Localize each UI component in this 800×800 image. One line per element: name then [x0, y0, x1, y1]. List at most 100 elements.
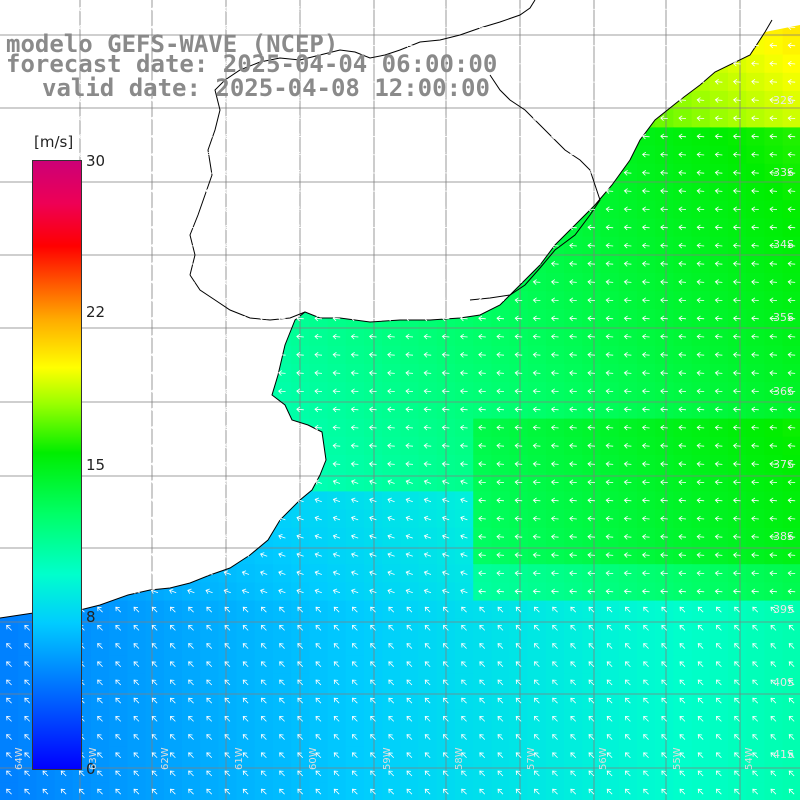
- wind-arrow: [132, 461, 141, 467]
- wind-arrow: [441, 79, 450, 85]
- wind-arrow: [732, 224, 741, 231]
- wind-arrow: [661, 643, 668, 649]
- wind-arrow: [732, 115, 741, 122]
- wind-arrow: [150, 6, 159, 12]
- wind-arrow: [95, 170, 104, 176]
- wind-arrow: [151, 697, 158, 704]
- wind-arrow: [296, 352, 304, 358]
- wind-arrow: [678, 370, 687, 376]
- wind-arrow: [678, 297, 687, 304]
- wind-arrow: [314, 261, 323, 267]
- wind-arrow: [787, 315, 796, 322]
- wind-arrow: [641, 115, 650, 122]
- wind-arrow: [351, 552, 359, 558]
- uruguay-coast: [469, 74, 601, 301]
- wind-arrow: [5, 479, 13, 485]
- wind-arrow: [205, 406, 213, 413]
- wind-arrow: [259, 97, 268, 103]
- wind-arrow: [405, 79, 414, 85]
- wind-arrow: [478, 224, 486, 231]
- wind-cell: [782, 655, 800, 674]
- wind-arrow: [550, 42, 559, 49]
- wind-arrow: [605, 497, 614, 504]
- wind-arrow: [751, 370, 759, 376]
- wind-arrow: [314, 188, 323, 194]
- wind-arrow: [605, 552, 614, 558]
- wind-arrow: [515, 679, 522, 686]
- wind-arrow: [350, 242, 359, 249]
- wind-arrow: [678, 352, 687, 358]
- wind-arrow: [424, 606, 431, 613]
- wind-arrow: [715, 606, 722, 613]
- wind-arrow: [714, 424, 723, 431]
- wind-arrow: [752, 643, 759, 649]
- wind-arrow: [205, 115, 213, 122]
- wind-arrow: [532, 515, 541, 522]
- wind-arrow: [95, 24, 104, 31]
- wind-arrow: [441, 188, 450, 194]
- lon-label: 59W: [382, 747, 393, 770]
- wind-arrow: [678, 133, 687, 140]
- wind-arrow: [387, 479, 395, 485]
- wind-arrow: [514, 261, 523, 267]
- wind-arrow: [297, 752, 304, 759]
- wind-arrow: [679, 661, 686, 668]
- wind-arrow: [696, 370, 705, 376]
- wind-arrow: [168, 115, 177, 122]
- wind-arrow: [459, 242, 468, 249]
- wind-arrow: [186, 79, 195, 85]
- wind-arrow: [679, 715, 686, 722]
- wind-arrow: [514, 79, 523, 85]
- wind-arrow: [315, 788, 322, 795]
- wind-arrow: [114, 6, 122, 12]
- wind-arrow: [114, 515, 122, 522]
- wind-arrow: [368, 261, 377, 267]
- wind-arrow: [60, 770, 67, 777]
- lon-label: 56W: [598, 747, 609, 770]
- land-area: [0, 0, 800, 618]
- wind-arrow: [423, 515, 432, 522]
- wind-arrow: [732, 497, 741, 504]
- wind-arrow: [732, 333, 741, 340]
- wind-arrow: [224, 734, 231, 740]
- wind-arrow: [588, 788, 595, 795]
- wind-arrow: [769, 297, 778, 304]
- wind-arrow: [241, 224, 250, 231]
- wind-cell: [327, 782, 347, 800]
- wind-arrow: [515, 606, 522, 613]
- wind-arrow: [788, 788, 795, 795]
- wind-arrow: [424, 752, 431, 759]
- wind-arrow: [277, 60, 286, 67]
- wind-arrow: [661, 734, 668, 740]
- wind-arrow: [496, 552, 505, 558]
- wind-arrow: [259, 297, 268, 304]
- wind-arrow: [552, 606, 558, 613]
- wind-arrow: [641, 170, 650, 176]
- wind-arrow: [279, 697, 285, 704]
- wind-arrow: [496, 6, 505, 12]
- wind-arrow: [441, 97, 450, 103]
- wind-arrow: [259, 333, 268, 340]
- wind-arrow: [241, 42, 250, 49]
- wind-arrow: [133, 624, 140, 631]
- wind-arrow: [95, 406, 104, 413]
- wind-arrow: [715, 788, 722, 795]
- wind-arrow: [41, 42, 50, 49]
- wind-arrow: [223, 333, 232, 340]
- wind-arrow: [368, 42, 377, 49]
- wind-arrow: [350, 24, 359, 31]
- wind-arrow: [478, 42, 486, 49]
- wind-arrow: [751, 552, 759, 558]
- wind-arrow: [205, 497, 213, 503]
- wind-arrow: [641, 79, 650, 85]
- wind-arrow: [405, 570, 413, 576]
- wind-arrow: [732, 242, 741, 249]
- wind-arrow: [332, 352, 341, 358]
- wind-arrow: [734, 715, 740, 722]
- wind-arrow: [150, 497, 159, 503]
- wind-arrow: [314, 406, 323, 413]
- wind-arrow: [333, 661, 340, 668]
- coastline: [0, 0, 773, 619]
- wind-arrow: [387, 261, 395, 267]
- wind-arrow: [186, 352, 195, 358]
